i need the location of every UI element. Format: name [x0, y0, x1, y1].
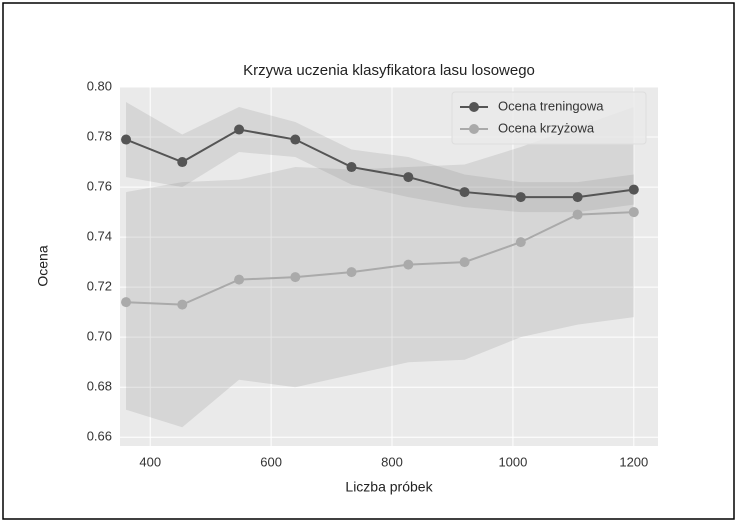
- line: [125, 128, 634, 199]
- legend-label: Ocena krzyżowa: [498, 120, 595, 135]
- legend-box: [451, 91, 647, 145]
- legend-marker: [469, 124, 479, 134]
- x-tick-label: 1000: [498, 454, 527, 469]
- y-tick-label: 0.78: [87, 128, 112, 143]
- line: [126, 211, 634, 306]
- chart-title: Krzywa uczenia klasyfikatora lasu losowe…: [243, 62, 535, 79]
- x-tick-label: 1200: [619, 454, 648, 469]
- x-axis-label: Liczba próbek: [345, 479, 433, 495]
- point: [290, 134, 301, 145]
- point: [459, 187, 470, 198]
- point: [121, 297, 132, 308]
- y-axis-label: Ocena: [35, 245, 51, 286]
- point: [515, 192, 526, 203]
- point: [346, 162, 357, 173]
- y-tick-label: 0.70: [87, 329, 112, 344]
- point: [403, 259, 414, 270]
- legend-label: Ocena treningowa: [498, 98, 604, 113]
- y-tick-label: 0.72: [87, 279, 112, 294]
- x-tick-label: 800: [381, 454, 403, 469]
- legend-marker: [469, 102, 479, 112]
- band: [126, 107, 634, 428]
- point: [459, 257, 470, 268]
- band: [126, 102, 634, 213]
- point: [234, 274, 245, 285]
- x-tick-label: 400: [139, 454, 161, 469]
- point: [346, 267, 357, 278]
- point: [177, 157, 188, 168]
- point: [628, 207, 639, 218]
- point: [403, 172, 414, 183]
- point: [572, 209, 583, 220]
- point: [572, 192, 583, 203]
- point: [515, 237, 526, 248]
- point: [290, 272, 301, 283]
- y-tick-label: 0.66: [87, 429, 112, 444]
- x-tick-label: 600: [260, 454, 282, 469]
- y-tick-label: 0.80: [87, 78, 112, 93]
- point: [121, 134, 132, 145]
- y-tick-label: 0.74: [87, 229, 112, 244]
- point: [234, 124, 245, 135]
- point: [628, 184, 639, 195]
- point: [177, 299, 188, 310]
- y-tick-label: 0.76: [87, 179, 112, 194]
- y-tick-label: 0.68: [87, 379, 112, 394]
